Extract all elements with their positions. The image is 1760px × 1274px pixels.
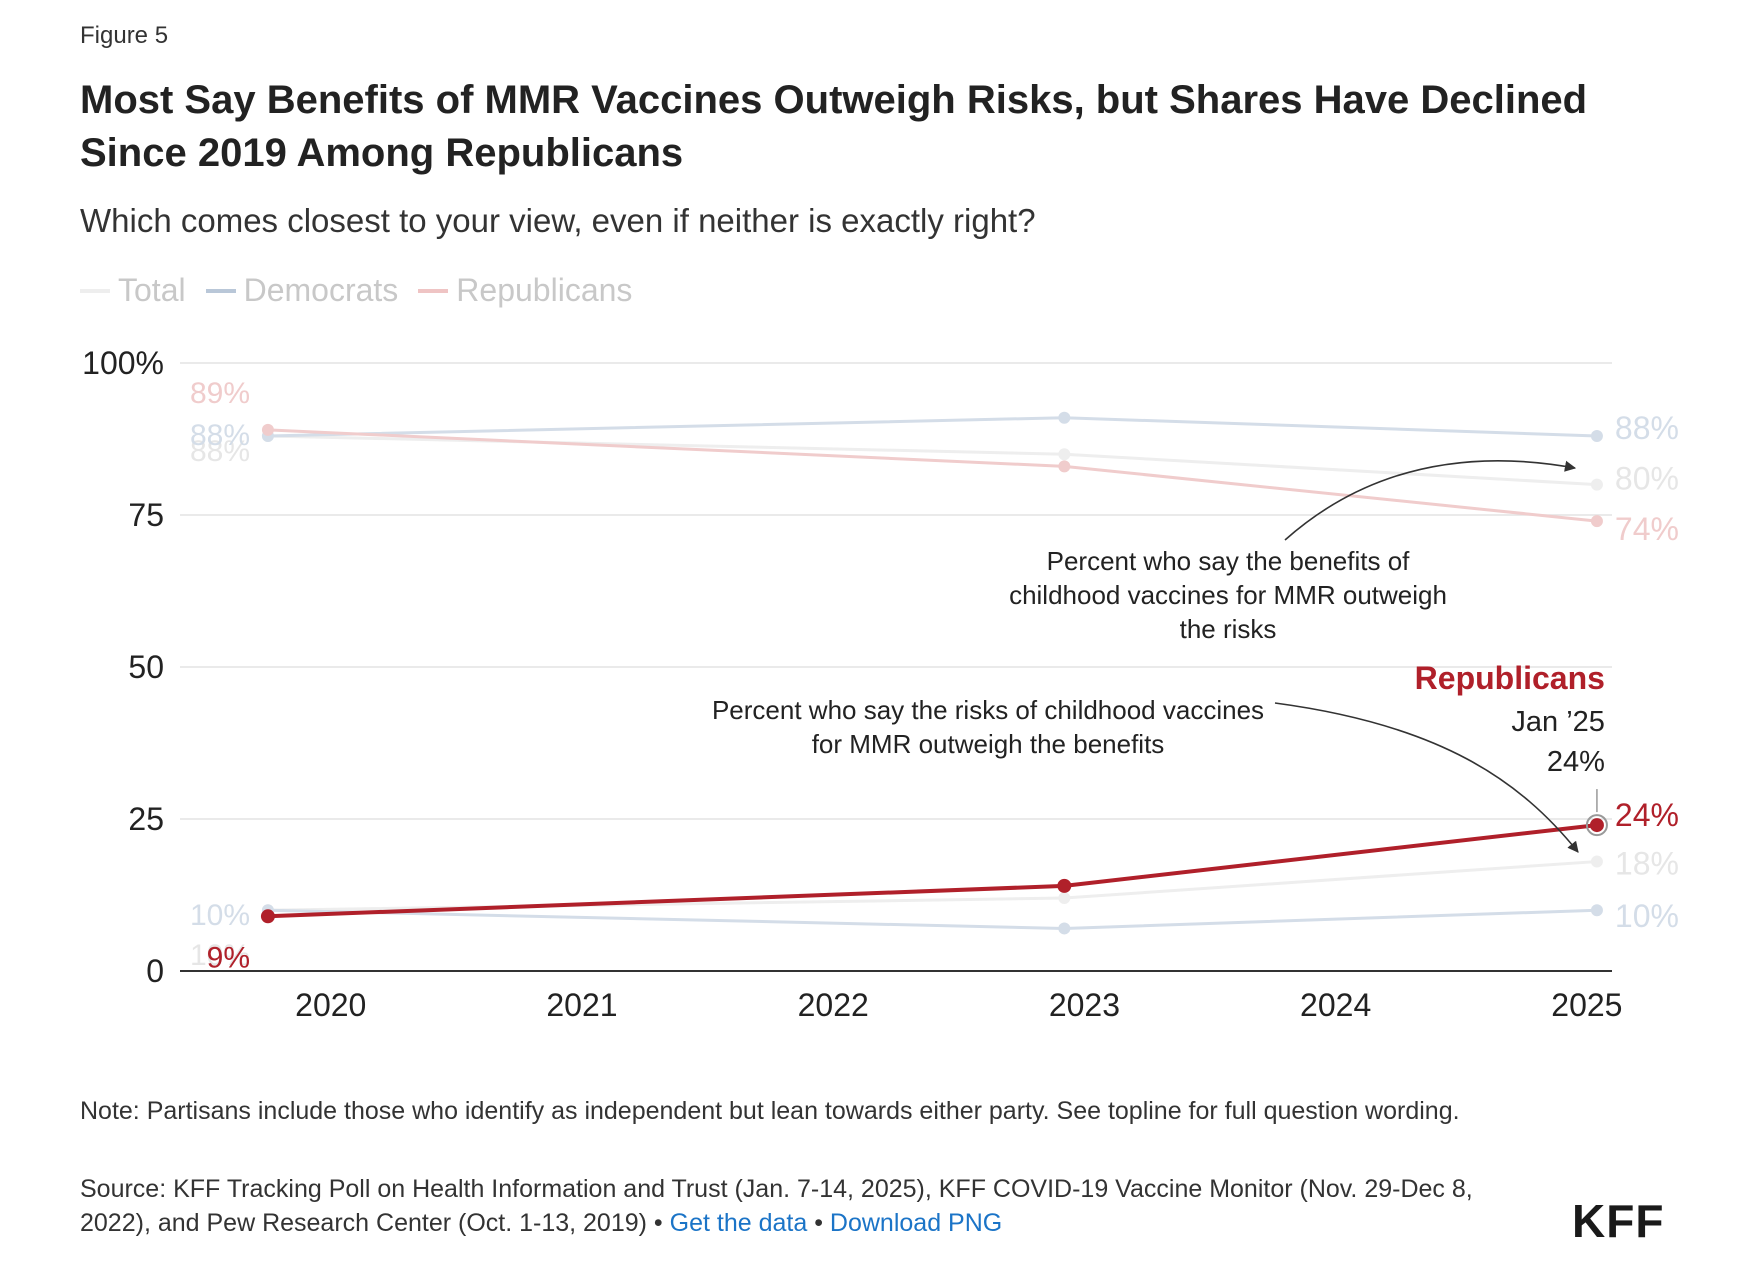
series-line-republicans-risks-outweigh-benefits	[267, 823, 1598, 919]
legend-label-democrats: Democrats	[243, 272, 399, 308]
end-label-total-risks-outweigh-benefits: 18%	[1615, 846, 1679, 882]
tooltip-value: 24%	[1547, 746, 1605, 778]
data-point-total-benefits-outweigh-risks	[1058, 448, 1071, 461]
legend-item-total[interactable]: Total	[80, 272, 186, 309]
legend-swatch-total	[80, 288, 110, 293]
tooltip-date: Jan ’25	[1511, 706, 1605, 738]
y-tick-label: 100%	[82, 345, 164, 381]
data-point-republicans-risks-outweigh-benefits	[260, 909, 275, 924]
legend-label-republicans: Republicans	[456, 272, 633, 308]
legend-label-total: Total	[118, 272, 186, 308]
x-tick-label: 2021	[546, 987, 617, 1023]
data-point-republicans-risks-outweigh-benefits	[1057, 878, 1072, 893]
legend: Total Democrats Republicans	[80, 272, 632, 309]
chart-source: Source: KFF Tracking Poll on Health Info…	[80, 1172, 1500, 1240]
kff-logo: KFF	[1572, 1195, 1665, 1247]
figure-label: Figure 5	[80, 22, 169, 49]
end-label-republicans-risks-outweigh-benefits: 24%	[1615, 797, 1679, 833]
x-tick-label: 2022	[798, 987, 869, 1023]
chart-subtitle: Which comes closest to your view, even i…	[80, 202, 1036, 239]
tooltip-series-name: Republicans	[1415, 660, 1605, 696]
end-label-democrats-benefits-outweigh-risks: 88%	[1615, 410, 1679, 446]
data-point-republicans-benefits-outweigh-risks	[1058, 460, 1071, 473]
start-label-total-risks-outweigh-benefits: 10%	[190, 939, 250, 972]
start-label-total-benefits-outweigh-risks: 88%	[190, 435, 250, 468]
series-line-democrats-risks-outweigh-benefits	[267, 908, 1597, 930]
start-label-republicans-risks-outweigh-benefits: 9%	[207, 941, 250, 974]
separator: •	[653, 1209, 663, 1237]
series-line-total-risks-outweigh-benefits	[267, 860, 1598, 912]
y-tick-label: 75	[128, 497, 164, 533]
data-point-democrats-benefits-outweigh-risks	[1590, 429, 1603, 442]
data-point-total-risks-outweigh-benefits	[1590, 855, 1603, 868]
tooltip-point-ring	[1585, 814, 1608, 837]
annotation-benefits-line: childhood vaccines for MMR outweigh	[1009, 580, 1447, 610]
data-point-republicans-risks-outweigh-benefits	[1589, 818, 1604, 833]
annotation-benefits-arrow	[1284, 460, 1577, 541]
annotation-benefits-line: the risks	[1180, 614, 1277, 644]
end-label-democrats-risks-outweigh-benefits: 10%	[1615, 898, 1679, 934]
source-text: Source: KFF Tracking Poll on Health Info…	[80, 1175, 1473, 1237]
annotation-risks-arrow	[1274, 702, 1579, 853]
separator: •	[814, 1209, 823, 1237]
legend-item-democrats[interactable]: Democrats	[205, 272, 399, 309]
chart-note: Note: Partisans include those who identi…	[80, 1097, 1460, 1125]
y-tick-label: 0	[146, 953, 164, 989]
get-data-link[interactable]: Get the data	[669, 1209, 808, 1237]
annotation-risks-line: for MMR outweigh the benefits	[812, 729, 1165, 759]
legend-item-republicans[interactable]: Republicans	[418, 272, 632, 309]
x-tick-label: 2024	[1300, 987, 1371, 1023]
download-png-link[interactable]: Download PNG	[829, 1209, 1003, 1237]
legend-swatch-democrats	[205, 288, 236, 293]
data-point-total-risks-outweigh-benefits	[1058, 892, 1071, 905]
annotation-benefits-line: Percent who say the benefits of	[1047, 546, 1411, 576]
data-point-total-benefits-outweigh-risks	[1590, 478, 1603, 491]
chart-title: Most Say Benefits of MMR Vaccines Outwei…	[80, 78, 1588, 175]
data-point-democrats-risks-outweigh-benefits	[1590, 904, 1603, 917]
annotation-risks-line: Percent who say the risks of childhood v…	[712, 695, 1264, 725]
line-chart: 0 25 50 75 100% 2020 2021 2022 2023 2024 2025 88% 80…	[82, 345, 1679, 1023]
data-point-democrats-risks-outweigh-benefits	[1058, 922, 1071, 935]
start-label-democrats-benefits-outweigh-risks: 88%	[190, 419, 250, 452]
x-tick-label: 2023	[1049, 987, 1120, 1023]
x-tick-label: 2025	[1551, 987, 1622, 1023]
data-point-democrats-benefits-outweigh-risks	[1058, 411, 1071, 424]
start-label-democrats-risks-outweigh-benefits: 10%	[190, 899, 250, 932]
x-tick-label: 2020	[295, 987, 366, 1023]
y-tick-label: 50	[128, 649, 164, 685]
series-line-democrats-benefits-outweigh-risks	[267, 416, 1597, 438]
start-label-republicans-benefits-outweigh-risks: 89%	[190, 377, 250, 410]
end-label-total-benefits-outweigh-risks: 80%	[1615, 461, 1679, 497]
legend-swatch-republicans	[418, 288, 449, 293]
data-point-republicans-benefits-outweigh-risks	[1590, 515, 1603, 528]
end-label-republicans-benefits-outweigh-risks: 74%	[1615, 511, 1679, 547]
data-point-republicans-benefits-outweigh-risks	[261, 423, 274, 436]
y-tick-label: 25	[128, 801, 164, 837]
